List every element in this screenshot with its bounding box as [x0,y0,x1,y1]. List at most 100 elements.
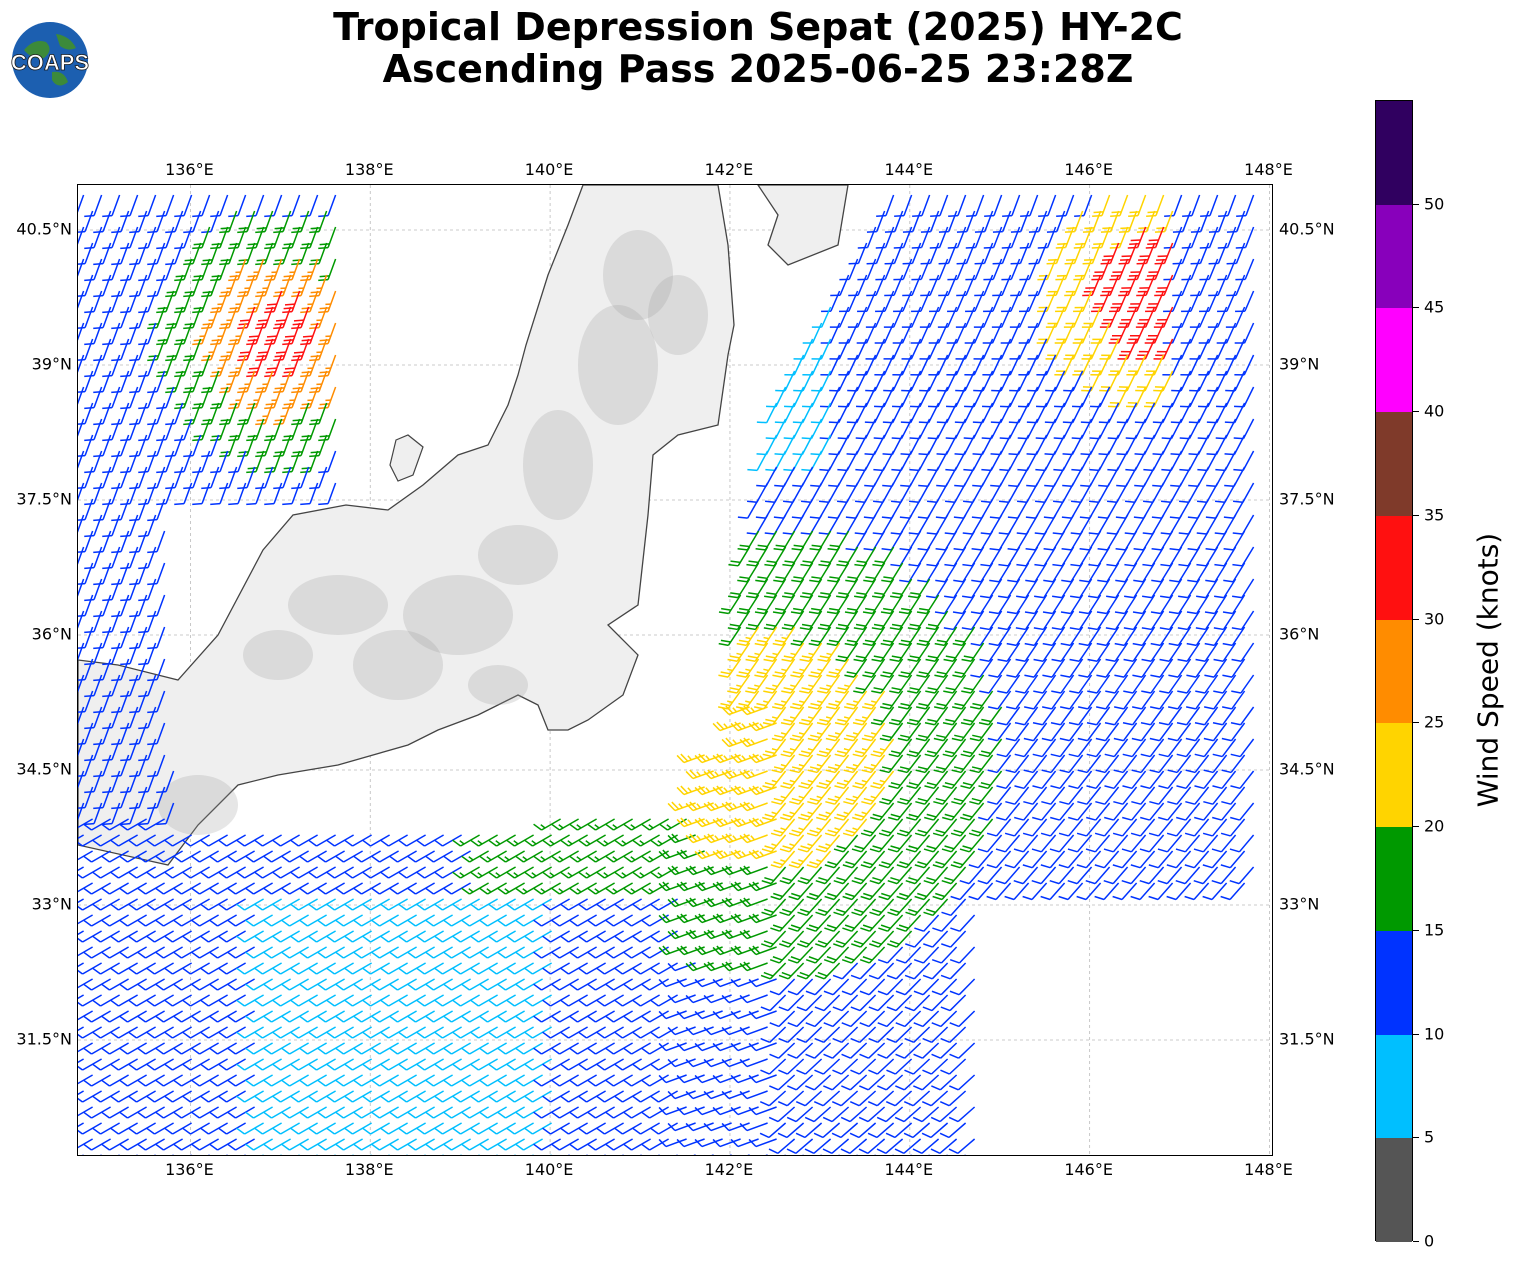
wind-barb [962,578,985,599]
wind-barb [1010,210,1030,233]
wind-barb [1056,194,1075,218]
wind-barb [888,770,913,790]
terrain-shade-7 [648,275,708,355]
wind-barb [1040,850,1066,869]
wind-barb [1055,258,1075,281]
wind-barb [1103,866,1129,885]
wind-barb [989,498,1012,519]
wind-barb [1181,258,1201,281]
wind-barb [941,834,967,853]
wind-barb [434,834,462,847]
wind-barb [1092,194,1111,218]
wind-barb [869,834,895,853]
wind-barb [78,450,85,472]
wind-barb [923,866,949,885]
wind-barb [228,226,247,250]
wind-barb [933,690,958,710]
wind-barb [1215,418,1237,440]
wind-barb [78,242,94,266]
wind-barb [291,338,310,362]
wind-barb [587,850,615,863]
wind-barb [299,882,327,895]
wind-barb [84,802,103,826]
wind-barb [908,514,931,535]
wind-barb [1068,770,1093,790]
terrain-shade-8 [243,630,313,680]
colorbar-tick-mark [1413,722,1419,724]
wind-barb [1142,514,1165,535]
lat-tick-left: 34.5°N [16,759,72,779]
wind-barb [950,882,976,901]
wind-barb [915,690,940,710]
wind-barb [935,498,958,519]
wind-barb [1016,578,1039,599]
wind-barb [219,274,238,298]
wind-barb [84,674,103,698]
wind-barb [878,850,904,869]
wind-barb [981,450,1003,472]
wind-barb [965,258,985,281]
wind-barb [1145,226,1165,249]
wind-barb [614,866,642,879]
wind-barb [129,498,148,522]
wind-barb [1024,658,1048,678]
wind-barb [1133,562,1156,583]
colorbar-segment [1376,412,1412,516]
wind-barb [945,450,967,472]
terrain-shade-6 [603,230,673,320]
wind-barb [1150,658,1174,678]
wind-barb [1095,754,1120,774]
wind-barb [173,914,201,927]
wind-barb [1224,466,1246,488]
wind-barb [93,210,112,234]
wind-barb [78,274,94,298]
wind-barb [1204,626,1228,647]
wind-barb [353,850,381,863]
wind-barb [1140,802,1165,821]
wind-barb [291,402,310,426]
wind-barb [815,834,841,853]
wind-barb [980,578,1003,599]
wind-barb [999,418,1021,440]
wind-barb [111,498,130,522]
wind-barb [1050,738,1075,758]
wind-barb [102,642,121,666]
wind-barb [174,290,193,314]
wind-barb [882,434,904,456]
wind-barb [1034,546,1057,567]
wind-barb [995,834,1021,853]
wind-barb [460,1154,480,1155]
wind-barb [748,1138,777,1148]
wind-barb [909,418,931,440]
wind-barb [942,706,967,726]
wind-barb [1097,498,1120,519]
wind-barb [1014,770,1039,790]
wind-barb [1095,690,1120,710]
wind-barb [1188,434,1210,456]
wind-barb [78,674,85,696]
wind-barb [1221,690,1246,710]
wind-barb [770,818,796,837]
wind-barb [833,898,859,917]
wind-barb [183,242,202,266]
wind-barb [978,770,1003,790]
wind-barb [807,754,832,774]
colorbar-tick-mark [1413,307,1419,309]
wind-barb [201,338,220,362]
wind-barb [183,466,202,490]
wind-barb [763,610,787,631]
wind-barb [870,738,895,758]
wind-barb [861,722,886,742]
wind-barb [1105,674,1129,694]
wind-barb [255,402,274,426]
wind-barb [255,274,274,298]
wind-barb [1086,706,1111,726]
wind-barb [1088,482,1111,503]
wind-barb [102,674,121,698]
wind-barb [1157,866,1183,885]
wind-barb [156,802,175,826]
wind-barb [78,738,85,760]
wind-barb [1034,578,1057,599]
wind-barb [1190,210,1210,233]
wind-barb [981,418,1003,440]
